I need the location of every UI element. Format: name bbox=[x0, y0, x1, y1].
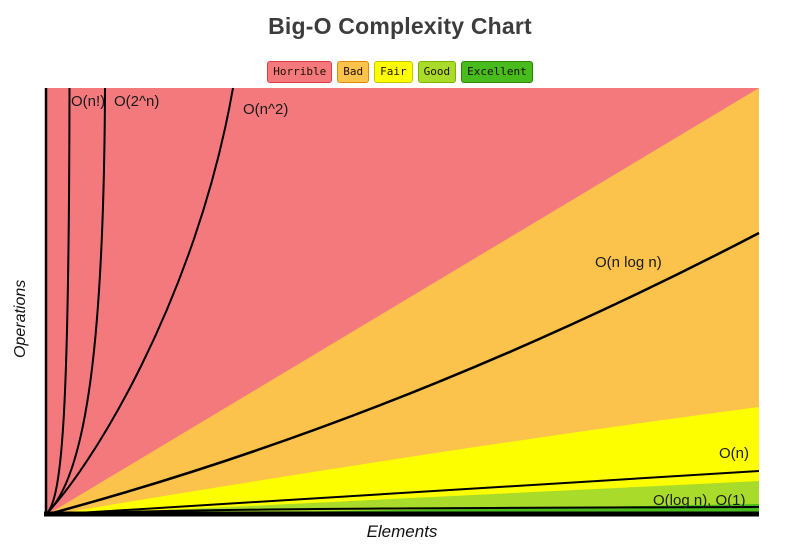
curve-label-o-log-n-o-1: O(log n), O(1) bbox=[653, 492, 746, 509]
region-bad bbox=[45, 88, 759, 516]
legend-badge-horrible: Horrible bbox=[267, 61, 333, 83]
legend-badge-fair: Fair bbox=[374, 61, 413, 83]
y-axis-title: Operations bbox=[12, 279, 29, 358]
chart-title: Big-O Complexity Chart bbox=[268, 13, 532, 39]
curve-o-n bbox=[44, 470, 760, 516]
curve-label-o-n-squared: O(n^2) bbox=[243, 101, 289, 118]
curve-o-n-factorial bbox=[44, 87, 71, 516]
curve-label-o-n: O(n) bbox=[719, 445, 749, 462]
curve-o-n-squared bbox=[44, 87, 234, 516]
curve-label-o-2-pow-n: O(2^n) bbox=[114, 93, 160, 110]
legend-badge-good: Good bbox=[417, 61, 457, 83]
legend-badge-bad: Bad bbox=[337, 61, 370, 83]
legend-badge-excellent: Excellent bbox=[461, 61, 533, 83]
x-axis-title: Elements bbox=[366, 522, 438, 541]
curve-o-2-pow-n bbox=[44, 87, 106, 516]
curve-o-n-log-n bbox=[44, 231, 760, 517]
chart-legend: Horrible Bad Fair Good Excellent bbox=[0, 61, 800, 83]
curve-label-o-n-factorial: O(n!) bbox=[71, 93, 106, 110]
region-fair bbox=[45, 407, 759, 516]
curve-label-o-n-log-n: O(n log n) bbox=[595, 254, 662, 271]
